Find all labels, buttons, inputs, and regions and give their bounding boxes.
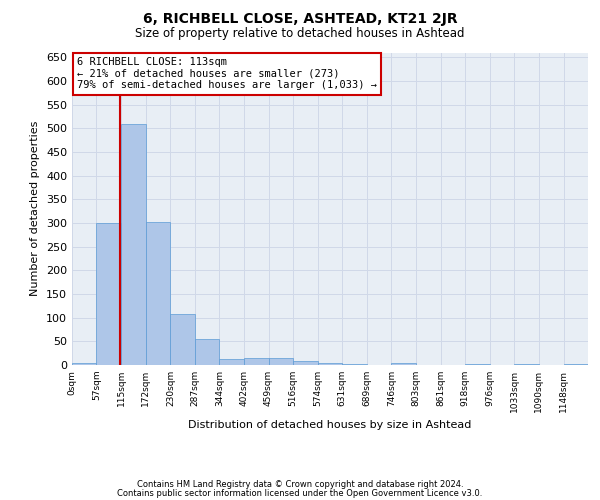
Bar [563, 364, 588, 365]
X-axis label: Distribution of detached houses by size in Ashtead: Distribution of detached houses by size … [188, 420, 472, 430]
Bar [342, 364, 367, 365]
Text: Contains public sector information licensed under the Open Government Licence v3: Contains public sector information licen… [118, 488, 482, 498]
Bar [97, 224, 121, 365]
Bar [220, 359, 244, 365]
Bar [170, 314, 195, 365]
Bar [318, 362, 342, 365]
Text: 6 RICHBELL CLOSE: 113sqm
← 21% of detached houses are smaller (273)
79% of semi-: 6 RICHBELL CLOSE: 113sqm ← 21% of detach… [77, 57, 377, 90]
Bar [269, 358, 293, 365]
Bar [72, 362, 97, 365]
Bar [293, 360, 318, 365]
Text: Contains HM Land Registry data © Crown copyright and database right 2024.: Contains HM Land Registry data © Crown c… [137, 480, 463, 489]
Bar [391, 363, 416, 365]
Bar [465, 364, 490, 365]
Bar [514, 364, 539, 365]
Text: 6, RICHBELL CLOSE, ASHTEAD, KT21 2JR: 6, RICHBELL CLOSE, ASHTEAD, KT21 2JR [143, 12, 457, 26]
Y-axis label: Number of detached properties: Number of detached properties [31, 121, 40, 296]
Bar [146, 222, 170, 365]
Bar [195, 339, 220, 365]
Text: Size of property relative to detached houses in Ashtead: Size of property relative to detached ho… [135, 28, 465, 40]
Bar [244, 358, 269, 365]
Bar [121, 124, 146, 365]
